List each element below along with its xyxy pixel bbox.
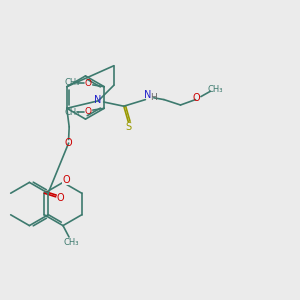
Text: N: N bbox=[144, 90, 152, 100]
Text: O: O bbox=[56, 193, 64, 203]
Text: CH₃: CH₃ bbox=[64, 238, 79, 247]
Text: O: O bbox=[193, 93, 200, 103]
Text: H: H bbox=[150, 93, 157, 102]
Text: S: S bbox=[126, 122, 132, 132]
Text: CH₃: CH₃ bbox=[64, 78, 80, 87]
Text: CH₃: CH₃ bbox=[64, 108, 80, 117]
Text: O: O bbox=[63, 175, 70, 185]
Text: O: O bbox=[84, 79, 91, 88]
Text: O: O bbox=[65, 138, 72, 148]
Text: O: O bbox=[84, 107, 91, 116]
Text: N: N bbox=[94, 94, 101, 105]
Text: CH₃: CH₃ bbox=[207, 85, 223, 94]
